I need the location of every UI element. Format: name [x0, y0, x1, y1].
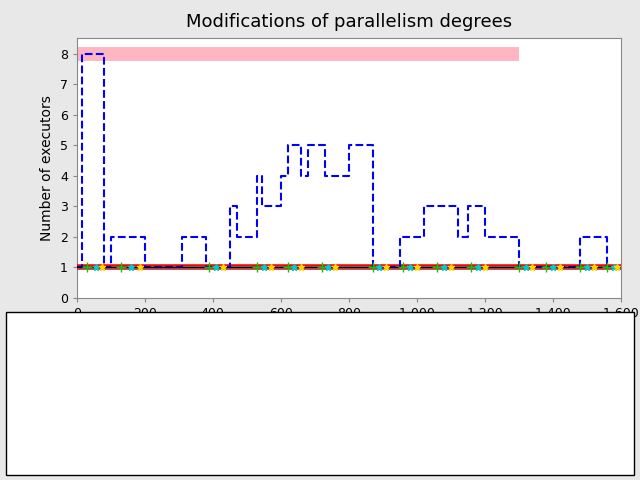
Title: Modifications of parallelism degrees: Modifications of parallelism degrees — [186, 13, 512, 31]
Y-axis label: Number of executors: Number of executors — [40, 95, 54, 241]
Legend: AutoscaleExpt_D.intermediateVilleurbanne, AutoscaleExpt_D.sink, AutoscaleExpt_D.: AutoscaleExpt_D.intermediateVilleurbanne… — [26, 348, 614, 440]
X-axis label: timestamp (in s): timestamp (in s) — [286, 325, 412, 340]
